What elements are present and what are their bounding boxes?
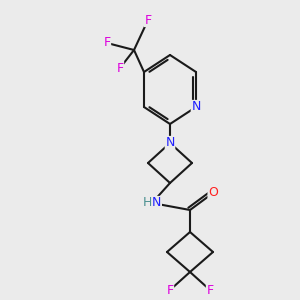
- Text: N: N: [191, 100, 201, 113]
- Text: F: F: [167, 284, 174, 296]
- Text: F: F: [206, 284, 214, 296]
- Text: H: H: [142, 196, 152, 209]
- Text: O: O: [208, 187, 218, 200]
- Text: N: N: [152, 196, 161, 209]
- Text: F: F: [144, 14, 152, 26]
- Text: F: F: [116, 61, 124, 74]
- Text: F: F: [103, 37, 111, 50]
- Text: N: N: [165, 136, 175, 149]
